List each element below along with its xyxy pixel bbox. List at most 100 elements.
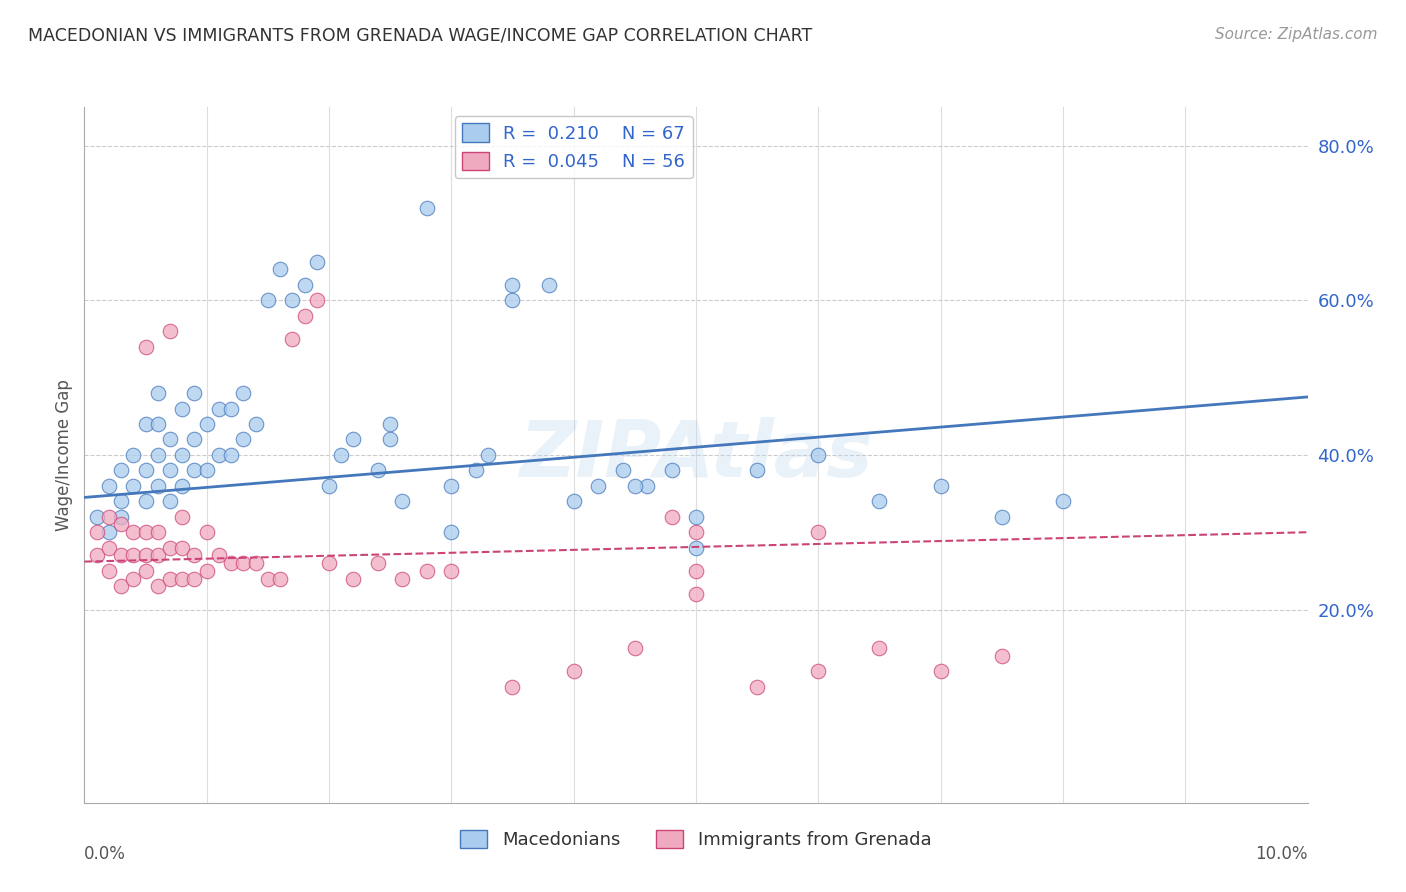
Point [991,509,1014,524]
Point [159,433,181,447]
Point [172,572,194,586]
Point [146,448,169,462]
Point [624,479,647,493]
Point [380,433,402,447]
Point [245,417,267,431]
Point [929,665,952,679]
Point [391,494,413,508]
Point [416,564,439,578]
Point [135,494,157,508]
Point [159,324,181,338]
Point [440,564,463,578]
Point [330,448,353,462]
Point [219,448,242,462]
Point [146,525,169,540]
Point [195,417,218,431]
Point [172,541,194,555]
Point [97,541,120,555]
Point [110,549,132,563]
Point [135,340,157,354]
Point [146,479,169,493]
Point [195,525,218,540]
Point [440,479,463,493]
Point [172,448,194,462]
Point [281,293,304,308]
Point [232,433,254,447]
Point [747,463,769,477]
Point [869,494,891,508]
Point [807,665,830,679]
Point [122,572,145,586]
Point [183,549,205,563]
Point [440,525,463,540]
Point [97,479,120,493]
Point [502,680,524,694]
Point [869,641,891,656]
Point [538,277,561,292]
Point [685,509,707,524]
Point [219,401,242,416]
Point [135,463,157,477]
Point [281,332,304,346]
Point [257,293,280,308]
Point [1052,494,1074,508]
Point [245,556,267,570]
Point [562,665,585,679]
Point [146,417,169,431]
Point [612,463,634,477]
Point [807,448,830,462]
Point [685,564,707,578]
Point [110,517,132,532]
Point [464,463,486,477]
Point [208,549,231,563]
Point [661,463,683,477]
Text: MACEDONIAN VS IMMIGRANTS FROM GRENADA WAGE/INCOME GAP CORRELATION CHART: MACEDONIAN VS IMMIGRANTS FROM GRENADA WA… [28,27,813,45]
Point [269,572,291,586]
Point [122,479,145,493]
Point [294,277,316,292]
Point [477,448,499,462]
Point [367,463,389,477]
Point [586,479,609,493]
Point [183,386,205,401]
Point [110,463,132,477]
Point [110,509,132,524]
Point [257,572,280,586]
Point [416,201,439,215]
Point [172,401,194,416]
Point [146,579,169,593]
Point [86,549,108,563]
Point [562,494,585,508]
Point [122,448,145,462]
Point [807,525,830,540]
Point [159,572,181,586]
Point [110,494,132,508]
Point [135,549,157,563]
Point [159,463,181,477]
Point [159,541,181,555]
Point [146,386,169,401]
Point [624,641,647,656]
Point [367,556,389,570]
Point [172,509,194,524]
Point [183,463,205,477]
Point [183,433,205,447]
Point [685,541,707,555]
Text: 0.0%: 0.0% [84,845,127,863]
Text: Source: ZipAtlas.com: Source: ZipAtlas.com [1215,27,1378,42]
Point [208,401,231,416]
Point [685,525,707,540]
Point [502,277,524,292]
Point [685,587,707,601]
Point [97,509,120,524]
Point [135,417,157,431]
Point [146,549,169,563]
Point [661,509,683,524]
Point [380,417,402,431]
Point [122,549,145,563]
Point [122,525,145,540]
Point [991,648,1014,663]
Point [232,556,254,570]
Point [195,564,218,578]
Point [747,680,769,694]
